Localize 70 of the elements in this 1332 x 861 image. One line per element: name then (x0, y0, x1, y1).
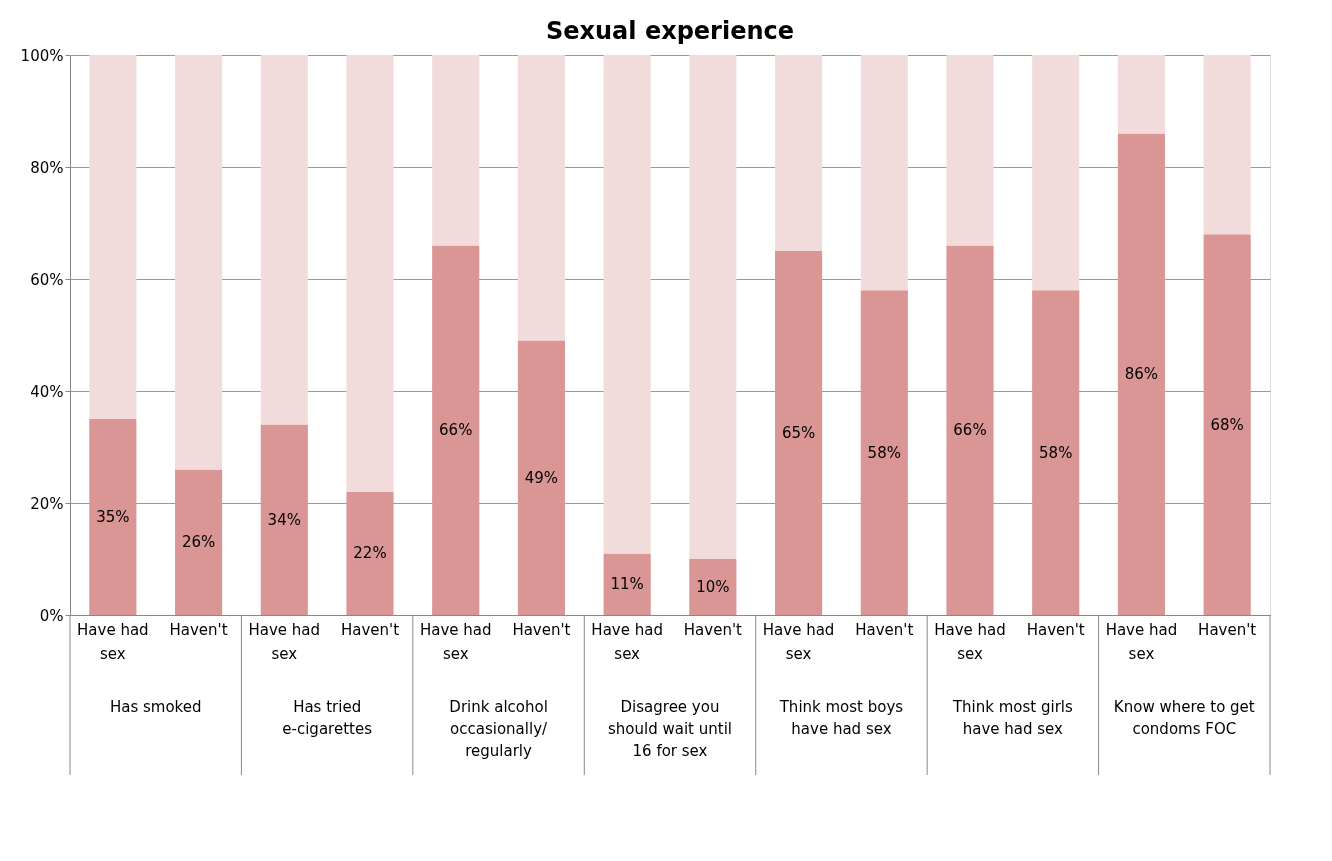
bar (860, 55, 908, 291)
data-label: 11% (610, 575, 644, 594)
bar (89, 55, 137, 419)
x-tick-label: Have had sex (248, 621, 321, 663)
x-tick-label: Have had sex (934, 621, 1006, 663)
bar (346, 491, 394, 615)
text: Has tried e-cigarettes (282, 698, 373, 738)
bar (775, 251, 823, 615)
data-label: 66% (953, 421, 987, 440)
bar (1117, 55, 1165, 134)
bar (1203, 55, 1251, 235)
x-tick-label: Have had sex (1105, 621, 1178, 663)
data-label: 65% (781, 424, 816, 442)
x-tick-label: Haven't (1198, 621, 1257, 639)
x-tick-label: Haven't (855, 621, 914, 639)
bar (432, 55, 480, 246)
bar (603, 55, 651, 554)
x-tick-label: Haven't (1026, 621, 1085, 639)
data-label: 66% (439, 421, 473, 440)
x-tick-label: Haven't (169, 621, 228, 639)
bar (1117, 133, 1165, 615)
x-tick-label: Have had sex (77, 621, 149, 663)
bar (346, 55, 394, 492)
x-tick-label: Have had sex (419, 621, 492, 663)
bar (689, 55, 737, 559)
bar (860, 290, 908, 615)
bar (775, 55, 823, 251)
text: Think most girls have had sex (951, 698, 1073, 738)
bar (1203, 234, 1251, 615)
x-tick-label: Haven't (683, 621, 743, 639)
y-tick-label: 0% (39, 606, 64, 625)
x-tick-label: Have had sex (591, 621, 663, 663)
y-tick-label: 20% (30, 494, 64, 513)
data-label: 58% (1039, 443, 1073, 462)
bar (89, 419, 137, 615)
data-label: 34% (267, 510, 301, 529)
bar (946, 245, 994, 615)
text: Disagree you should wait until 16 for sex (608, 698, 732, 760)
bar (689, 559, 737, 615)
bar (175, 469, 223, 615)
data-label: 22% (353, 544, 387, 563)
data-label: 49% (524, 468, 559, 487)
chart-title: Sexual experience (545, 17, 795, 45)
text: Think most boys have had sex (778, 698, 904, 738)
bar (1032, 290, 1080, 615)
bar (175, 55, 223, 470)
x-tick-label: Have had sex (762, 621, 835, 663)
y-tick-label: 100% (20, 46, 64, 65)
data-label: 86% (1124, 365, 1159, 384)
bar (432, 245, 480, 615)
x-tick-label: Haven't (512, 621, 571, 639)
bar (517, 55, 565, 341)
bar (946, 55, 994, 246)
data-label: 68% (1210, 415, 1244, 434)
bar (260, 424, 308, 615)
bar (260, 55, 308, 425)
text: Know where to get condoms FOC (1113, 698, 1255, 738)
text: Drink alcohol occasionally/ regularly (449, 698, 549, 760)
text: Has smoked (109, 698, 202, 716)
data-label: 58% (867, 443, 901, 462)
data-label: 26% (181, 533, 216, 552)
bar (603, 553, 651, 615)
bar (1032, 55, 1080, 291)
x-tick-label: Haven't (340, 621, 400, 639)
data-label: 10% (696, 578, 730, 596)
data-label: 35% (96, 508, 130, 526)
bar (517, 340, 565, 615)
y-tick-label: 60% (30, 270, 64, 289)
y-tick-label: 80% (30, 158, 64, 177)
y-tick-label: 40% (30, 382, 64, 401)
